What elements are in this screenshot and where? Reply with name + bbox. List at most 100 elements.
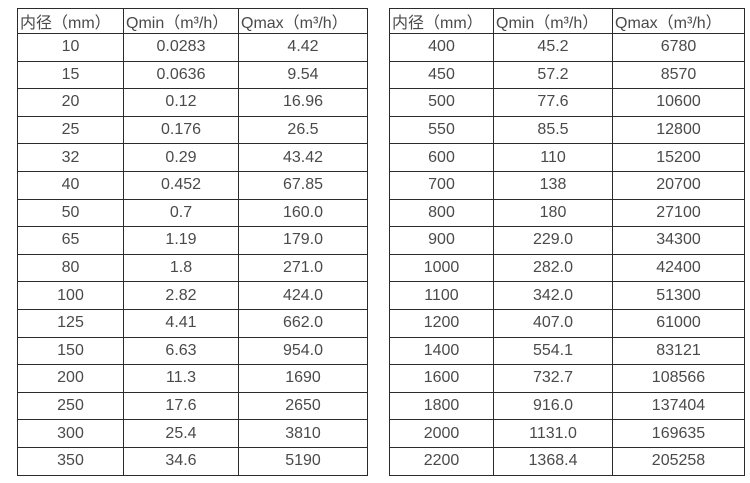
table-row: 65 1.19 179.0 xyxy=(17,226,368,255)
table-row: 2200 1368.4 205258 xyxy=(389,446,745,476)
table-cell: 1131.0 xyxy=(493,419,613,448)
table-row: 350 34.6 5190 xyxy=(17,446,368,476)
table-cell: 900 xyxy=(389,226,494,255)
table-cell: 100 xyxy=(17,281,124,310)
table-cell: 8570 xyxy=(612,60,745,90)
table-row: 32 0.29 43.42 xyxy=(17,143,368,172)
table-row: 1400 554.1 83121 xyxy=(389,336,745,366)
table-row: 800 180 27100 xyxy=(389,198,745,228)
table-cell: 2650 xyxy=(238,391,368,421)
table-cell: 10600 xyxy=(612,88,745,117)
table-cell: 77.6 xyxy=(493,88,613,117)
table-row: 1000 282.0 42400 xyxy=(389,253,745,283)
table-cell: 1400 xyxy=(389,336,494,366)
table-cell: 0.7 xyxy=(123,198,239,228)
table-row: 1800 916.0 137404 xyxy=(389,391,745,421)
table-cell: 0.29 xyxy=(123,143,239,172)
table-row: 40 0.452 67.85 xyxy=(17,170,368,200)
table-cell: 600 xyxy=(389,143,494,172)
table-row: 2000 1131.0 169635 xyxy=(389,419,745,448)
table-cell: 25.4 xyxy=(123,419,239,448)
table-cell: 9.54 xyxy=(238,60,368,90)
table-cell: 2000 xyxy=(389,419,494,448)
table-cell: 282.0 xyxy=(493,253,613,283)
table-row: 700 138 20700 xyxy=(389,170,745,200)
table-row: 50 0.7 160.0 xyxy=(17,198,368,228)
table-cell: 20700 xyxy=(612,170,745,200)
table-cell: 179.0 xyxy=(238,226,368,255)
table-cell: 42400 xyxy=(612,253,745,283)
table-row: 500 77.6 10600 xyxy=(389,88,745,117)
table-cell: 51300 xyxy=(612,281,745,310)
column-header: Qmin（m³/h） xyxy=(493,8,613,34)
table-cell: 15 xyxy=(17,60,124,90)
table-cell: 67.85 xyxy=(238,170,368,200)
table-row: 20 0.12 16.96 xyxy=(17,88,368,117)
table-cell: 0.0636 xyxy=(123,60,239,90)
column-header: 内径（mm） xyxy=(389,8,494,34)
table-cell: 732.7 xyxy=(493,364,613,393)
table-cell: 65 xyxy=(17,226,124,255)
table-cell: 15200 xyxy=(612,143,745,172)
table-cell: 0.452 xyxy=(123,170,239,200)
table-cell: 17.6 xyxy=(123,391,239,421)
table-cell: 400 xyxy=(389,33,494,62)
flow-spec-table-small-diameters: 内径（mm） Qmin（m³/h） Qmax（m³/h） 10 0.0283 4.42 15… xyxy=(17,8,368,476)
table-cell: 180 xyxy=(493,198,613,228)
table-cell: 160.0 xyxy=(238,198,368,228)
table-cell: 1.19 xyxy=(123,226,239,255)
table-cell: 5190 xyxy=(238,446,368,476)
table-cell: 110 xyxy=(493,143,613,172)
table-row: 300 25.4 3810 xyxy=(17,419,368,448)
table-cell: 700 xyxy=(389,170,494,200)
table-row: 450 57.2 8570 xyxy=(389,60,745,90)
table-cell: 1800 xyxy=(389,391,494,421)
table-row: 1100 342.0 51300 xyxy=(389,281,745,310)
table-cell: 50 xyxy=(17,198,124,228)
table-row: 80 1.8 271.0 xyxy=(17,253,368,283)
table-cell: 500 xyxy=(389,88,494,117)
table-cell: 34.6 xyxy=(123,446,239,476)
table-cell: 2.82 xyxy=(123,281,239,310)
table-cell: 424.0 xyxy=(238,281,368,310)
table-cell: 200 xyxy=(17,364,124,393)
column-header: Qmin（m³/h） xyxy=(123,8,239,34)
table-row: 10 0.0283 4.42 xyxy=(17,33,368,62)
table-row: 25 0.176 26.5 xyxy=(17,115,368,145)
table-row: 900 229.0 34300 xyxy=(389,226,745,255)
table-cell: 16.96 xyxy=(238,88,368,117)
table-cell: 20 xyxy=(17,88,124,117)
table-cell: 450 xyxy=(389,60,494,90)
table-cell: 0.12 xyxy=(123,88,239,117)
table-cell: 271.0 xyxy=(238,253,368,283)
table-cell: 800 xyxy=(389,198,494,228)
column-header: 内径（mm） xyxy=(17,8,124,34)
table-cell: 27100 xyxy=(612,198,745,228)
table-cell: 350 xyxy=(17,446,124,476)
table-row: 550 85.5 12800 xyxy=(389,115,745,145)
table-cell: 250 xyxy=(17,391,124,421)
table-cell: 57.2 xyxy=(493,60,613,90)
table-row: 1600 732.7 108566 xyxy=(389,364,745,393)
table-cell: 26.5 xyxy=(238,115,368,145)
table-cell: 25 xyxy=(17,115,124,145)
table-row: 400 45.2 6780 xyxy=(389,33,745,62)
table-cell: 0.176 xyxy=(123,115,239,145)
table-cell: 1.8 xyxy=(123,253,239,283)
table-row: 150 6.63 954.0 xyxy=(17,336,368,366)
header-row: 内径（mm） Qmin（m³/h） Qmax（m³/h） xyxy=(17,8,368,34)
table-cell: 229.0 xyxy=(493,226,613,255)
table-cell: 4.42 xyxy=(238,33,368,62)
table-cell: 150 xyxy=(17,336,124,366)
table-row: 15 0.0636 9.54 xyxy=(17,60,368,90)
table-cell: 954.0 xyxy=(238,336,368,366)
table-cell: 80 xyxy=(17,253,124,283)
table-cell: 2200 xyxy=(389,446,494,476)
table-cell: 138 xyxy=(493,170,613,200)
table-cell: 0.0283 xyxy=(123,33,239,62)
table-cell: 11.3 xyxy=(123,364,239,393)
table-cell: 916.0 xyxy=(493,391,613,421)
table-row: 100 2.82 424.0 xyxy=(17,281,368,310)
table-cell: 3810 xyxy=(238,419,368,448)
